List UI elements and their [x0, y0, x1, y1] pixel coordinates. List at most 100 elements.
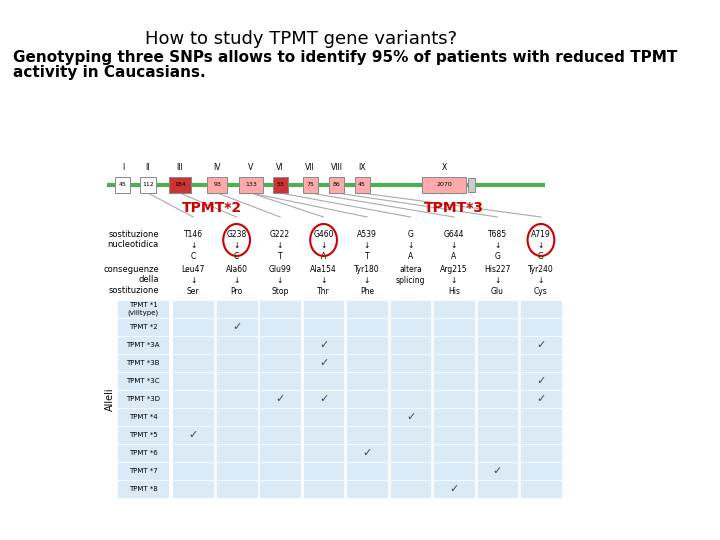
Text: ✓: ✓ — [536, 376, 546, 386]
Bar — [302, 318, 344, 336]
Text: G644
↓
A: G644 ↓ A — [444, 230, 464, 261]
Text: conseguenze
della
sostituzione: conseguenze della sostituzione — [103, 265, 159, 295]
Text: sostituzione
nucleotidica: sostituzione nucleotidica — [107, 230, 159, 249]
Bar — [259, 318, 301, 336]
Bar — [477, 354, 518, 372]
Bar — [346, 300, 388, 318]
Bar — [117, 444, 169, 462]
Bar — [172, 462, 214, 480]
Bar — [477, 426, 518, 444]
Text: activity in Caucasians.: activity in Caucasians. — [12, 65, 205, 80]
Bar — [346, 336, 388, 354]
Bar — [390, 408, 431, 426]
Bar — [390, 336, 431, 354]
Bar — [346, 372, 388, 390]
Bar — [520, 480, 562, 498]
Bar — [477, 480, 518, 498]
Text: TPMT *7: TPMT *7 — [129, 468, 158, 474]
Bar — [259, 372, 301, 390]
Bar — [172, 336, 214, 354]
Bar — [390, 480, 431, 498]
Bar — [520, 408, 562, 426]
Text: TPMT *3C: TPMT *3C — [126, 378, 160, 384]
Bar — [433, 426, 475, 444]
Text: ✓: ✓ — [536, 340, 546, 350]
Bar — [390, 372, 431, 390]
Bar — [433, 336, 475, 354]
Bar — [390, 354, 431, 372]
Bar — [520, 444, 562, 462]
Text: ✓: ✓ — [449, 484, 459, 494]
Bar — [477, 462, 518, 480]
Bar — [172, 372, 214, 390]
Bar — [140, 177, 156, 193]
Text: 53: 53 — [276, 183, 284, 187]
Bar — [239, 177, 263, 193]
Text: 93: 93 — [213, 183, 221, 187]
Text: II: II — [145, 163, 150, 172]
Bar — [520, 390, 562, 408]
Text: ✓: ✓ — [492, 466, 502, 476]
Text: Glu99
↓
Stop: Glu99 ↓ Stop — [269, 265, 292, 296]
Bar — [172, 480, 214, 498]
Bar — [216, 318, 258, 336]
Bar — [390, 426, 431, 444]
Bar — [302, 336, 344, 354]
Bar — [520, 426, 562, 444]
Text: TPMT *5: TPMT *5 — [129, 432, 157, 438]
Bar — [117, 372, 169, 390]
Bar — [346, 408, 388, 426]
Bar — [216, 426, 258, 444]
Text: Ala60
↓
Pro: Ala60 ↓ Pro — [225, 265, 248, 296]
Text: A539
↓
T: A539 ↓ T — [357, 230, 377, 261]
Bar — [390, 390, 431, 408]
Bar — [172, 390, 214, 408]
Text: Genotyping three SNPs allows to identify 95% of patients with reduced TPMT: Genotyping three SNPs allows to identify… — [12, 50, 677, 65]
Bar — [259, 480, 301, 498]
Bar — [259, 336, 301, 354]
Bar — [520, 336, 562, 354]
Text: ✓: ✓ — [319, 358, 328, 368]
Bar — [172, 408, 214, 426]
Text: TPMT *6: TPMT *6 — [129, 450, 158, 456]
Bar — [117, 390, 169, 408]
Bar — [346, 318, 388, 336]
Bar — [390, 318, 431, 336]
Bar — [302, 444, 344, 462]
Text: ✓: ✓ — [362, 448, 372, 458]
Bar — [117, 300, 169, 318]
Text: 86: 86 — [333, 183, 341, 187]
Bar — [259, 408, 301, 426]
Bar — [302, 300, 344, 318]
Text: TPMT *3A: TPMT *3A — [126, 342, 160, 348]
Bar — [216, 372, 258, 390]
Text: T685
↓
G: T685 ↓ G — [488, 230, 507, 261]
Text: TPMT *3B: TPMT *3B — [126, 360, 160, 366]
Text: IX: IX — [359, 163, 366, 172]
Bar — [422, 177, 466, 193]
Bar — [433, 408, 475, 426]
Bar — [302, 408, 344, 426]
Bar — [477, 336, 518, 354]
Bar — [302, 354, 344, 372]
Text: 184: 184 — [174, 183, 186, 187]
Text: G
↓
A: G ↓ A — [408, 230, 414, 261]
Bar — [117, 426, 169, 444]
Text: ✓: ✓ — [536, 394, 546, 404]
Bar — [172, 426, 214, 444]
Bar — [117, 354, 169, 372]
Text: ✓: ✓ — [276, 394, 285, 404]
Text: TPMT*3: TPMT*3 — [424, 201, 484, 215]
Bar — [520, 300, 562, 318]
Bar — [259, 426, 301, 444]
Bar — [302, 177, 318, 193]
Bar — [302, 480, 344, 498]
Text: V: V — [248, 163, 253, 172]
Bar — [433, 480, 475, 498]
Bar — [273, 177, 287, 193]
Bar — [468, 178, 475, 192]
Bar — [172, 354, 214, 372]
Bar — [433, 318, 475, 336]
Text: How to study TPMT gene variants?: How to study TPMT gene variants? — [145, 30, 457, 48]
Bar — [216, 390, 258, 408]
